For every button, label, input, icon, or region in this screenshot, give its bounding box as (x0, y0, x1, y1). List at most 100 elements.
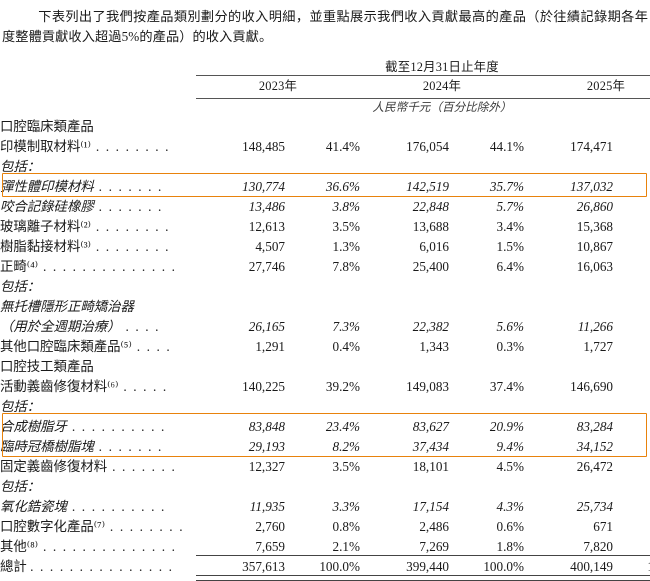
row-label-cell: 包括： (0, 395, 196, 415)
header-period-label: 截至12月31日止年度 (385, 60, 499, 74)
cell-2025-percent (613, 115, 650, 135)
header-unit-row: 人民幣千元（百分比除外） (0, 99, 650, 116)
cell-2024-amount: 6,016 (419, 239, 449, 254)
row-label-cell: 無托槽隱形正畸矯治器 (0, 295, 196, 315)
row-label: 咬合記錄硅橡膠 (0, 199, 94, 214)
cell-2023-amount: 13,486 (248, 199, 285, 214)
cell-2023-percent: 3.5% (332, 219, 360, 234)
revenue-breakdown-table-wrapper: 截至12月31日止年度 2023年 2024年 2025年 人民幣千元（百分比除… (0, 57, 650, 581)
cell-2025-percent: 3.8% (613, 215, 650, 235)
row-label: 包括： (0, 479, 41, 494)
cell-2025-amount (524, 395, 613, 415)
total-2025-percent: 100.0% (613, 554, 650, 575)
cell-2025-amount: 25,734 (576, 499, 613, 514)
underline-2023 (196, 94, 360, 99)
cell-2024-percent (449, 475, 524, 495)
header-span-row: 截至12月31日止年度 (0, 57, 650, 76)
cell-2024-amount: 83,627 (412, 419, 449, 434)
cell-2024-percent: 4.3% (496, 499, 524, 514)
cell-2023-percent (285, 355, 360, 375)
cell-2024-percent (449, 155, 524, 175)
row-leader-dots: . . . . . . . (93, 439, 164, 454)
cell-2024-amount: 2,486 (419, 519, 449, 534)
cell-2024-amount: 7,269 (419, 538, 449, 554)
row-label-cell: （用於全週期治療） . . . . (0, 315, 196, 335)
cell-2023-amount: 140,225 (242, 379, 285, 394)
cell-2024-amount: 22,848 (412, 199, 449, 214)
revenue-breakdown-table: 截至12月31日止年度 2023年 2024年 2025年 人民幣千元（百分比除… (0, 57, 650, 581)
cell-2024-percent: 9.4% (496, 439, 524, 454)
cell-2025-percent: 0.2% (613, 515, 650, 535)
row-label: 口腔技工類產品 (0, 359, 94, 374)
double-rule-5 (524, 575, 613, 581)
cell-2023-amount: 7,659 (255, 538, 285, 554)
row-label: （用於全週期治療） (0, 319, 121, 334)
cell-2025-percent: 2.8% (613, 315, 650, 335)
row-leader-dots: . . . . . . . . . . . . . . (38, 539, 177, 554)
cell-2023-amount: 4,507 (255, 239, 285, 254)
cell-2024-amount (360, 295, 449, 315)
cell-2024-percent: 4.5% (496, 459, 524, 474)
table-row: 合成樹脂牙 . . . . . . . . . . 83,848 23.4% 83,6… (0, 415, 650, 435)
cell-2023-amount (196, 295, 285, 315)
cell-2025-amount: 1,727 (583, 339, 613, 354)
cell-2024-amount: 25,400 (412, 259, 449, 274)
cell-2024-amount (360, 475, 449, 495)
cell-2025-percent (613, 395, 650, 415)
table-row: （用於全週期治療） . . . . 26,165 7.3% 22,382 5.6% 11,… (0, 315, 650, 335)
header-year-blank (0, 76, 196, 95)
row-leader-dots: . . . . (120, 319, 161, 334)
table-row: 包括： (0, 275, 650, 295)
row-leader-dots: . . . . . . . . . . (66, 419, 166, 434)
row-label-cell: 口腔數字化產品⁽⁷⁾ . . . . . . . . (0, 515, 196, 535)
cell-2023-percent: 3.8% (332, 199, 360, 214)
cell-2025-amount: 11,266 (577, 319, 613, 334)
row-label: 臨時冠橋樹脂塊 (0, 439, 94, 454)
cell-2023-percent: 8.2% (332, 439, 360, 454)
row-label: 包括： (0, 399, 41, 414)
cell-2023-amount (196, 115, 285, 135)
row-label: 樹脂黏接材料⁽³⁾ (0, 239, 91, 254)
row-label: 正畸⁽⁴⁾ (0, 259, 39, 274)
table-row: 印模制取材料⁽¹⁾ . . . . . . . . 148,485 41.4% 176… (0, 135, 650, 155)
row-label: 印模制取材料⁽¹⁾ (0, 139, 91, 154)
cell-2025-amount: 174,471 (570, 139, 613, 154)
cell-2024-percent (449, 275, 524, 295)
cell-2024-amount (360, 355, 449, 375)
cell-2023-amount: 11,935 (249, 499, 285, 514)
total-label-cell: 總計 . . . . . . . . . . . . . . . (0, 555, 196, 575)
row-label-cell: 彈性體印模材料 . . . . . . . (0, 175, 196, 195)
row-label-cell: 印模制取材料⁽¹⁾ . . . . . . . . (0, 135, 196, 155)
unit-note: 人民幣千元（百分比除外） (372, 101, 512, 114)
table-row: 固定義齒修復材料 . . . . . . . 12,327 3.5% 18,101 4.… (0, 455, 650, 475)
cell-2024-percent (449, 355, 524, 375)
cell-2023-percent (285, 115, 360, 135)
table-row: 活動義齒修復材料⁽⁶⁾ . . . . . 140,225 39.2% 149,083… (0, 375, 650, 395)
row-leader-dots: . . . . . . . (107, 459, 177, 474)
cell-2024-amount (360, 155, 449, 175)
cell-2023-percent: 0.8% (332, 519, 360, 534)
cell-2025-amount: 137,032 (570, 179, 613, 194)
cell-2025-percent (613, 275, 650, 295)
total-2024-percent: 100.0% (449, 554, 524, 575)
total-double-rule-row (0, 575, 650, 581)
cell-2023-percent (285, 295, 360, 315)
row-label-cell: 玻璃離子材料⁽²⁾ . . . . . . . . (0, 215, 196, 235)
unit-blank (0, 99, 196, 116)
row-leader-dots: . . . . . . . . . . (66, 499, 166, 514)
cell-2024-percent: 1.5% (496, 239, 524, 254)
cell-2023-percent: 2.1% (332, 538, 360, 554)
underline-2024 (360, 94, 524, 99)
row-label-cell: 活動義齒修復材料⁽⁶⁾ . . . . . (0, 375, 196, 395)
cell-2023-amount: 12,613 (248, 219, 285, 234)
table-row: 包括： (0, 155, 650, 175)
row-label-cell: 包括： (0, 275, 196, 295)
cell-2024-percent: 1.8% (496, 538, 524, 554)
total-leader-dots: . . . . . . . . . . . . . . . (30, 559, 174, 574)
header-year-row: 2023年 2024年 2025年 (0, 75, 650, 95)
cell-2025-percent: 2.0% (613, 535, 650, 555)
row-leader-dots: . . . . . . . . (90, 219, 171, 234)
cell-2024-percent: 20.9% (489, 419, 524, 434)
row-label: 彈性體印模材料 (0, 179, 94, 194)
cell-2023-percent: 39.2% (325, 379, 360, 394)
